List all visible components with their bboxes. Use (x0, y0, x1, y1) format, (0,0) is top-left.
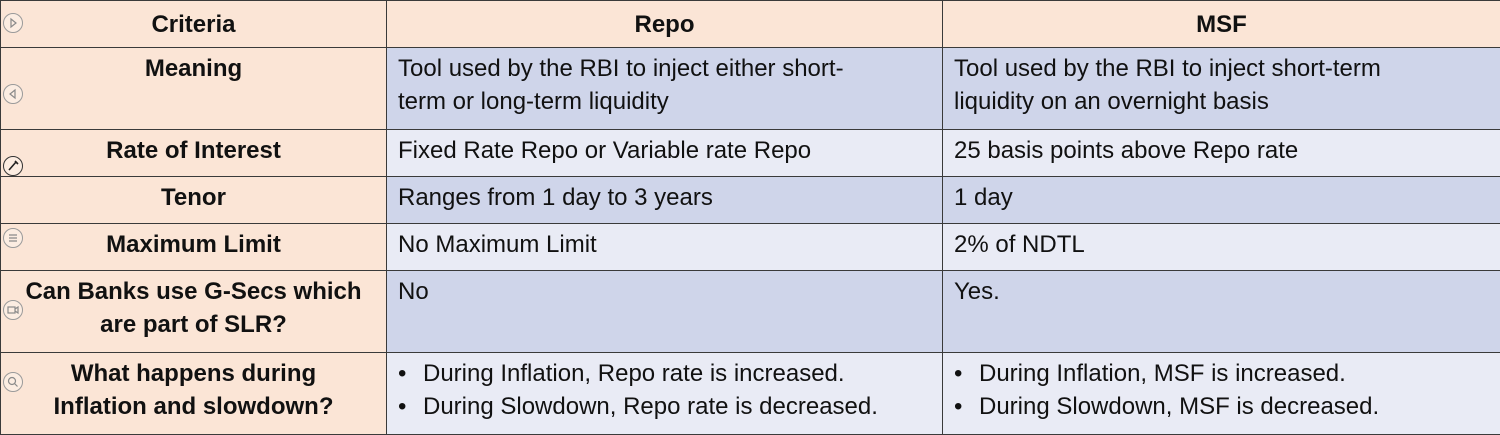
repo-text: Ranges from 1 day to 3 years (398, 181, 932, 214)
msf-cell: 1 day (943, 177, 1500, 224)
repo-text: Fixed Rate Repo or Variable rate Repo (398, 134, 932, 167)
repo-cell: Fixed Rate Repo or Variable rate Repo (387, 130, 943, 177)
msf-bullet-list: • During Inflation, MSF is increased. • … (954, 357, 1490, 423)
repo-cell: • During Inflation, Repo rate is increas… (387, 353, 943, 435)
bullet-icon: • (954, 390, 962, 423)
table-row: Rate of Interest Fixed Rate Repo or Vari… (1, 130, 1500, 177)
bullet-text: During Inflation, Repo rate is increased… (423, 360, 845, 387)
repo-cell: No (387, 271, 943, 353)
table-row: Tenor Ranges from 1 day to 3 years 1 day (1, 177, 1500, 224)
msf-text: Yes. (954, 275, 1490, 308)
msf-cell: Tool used by the RBI to inject short-ter… (943, 48, 1500, 130)
criteria-text: What happens during (11, 357, 376, 390)
msf-text: 2% of NDTL (954, 228, 1490, 261)
menu-icon[interactable] (3, 228, 23, 248)
bullet-text: During Slowdown, MSF is decreased. (979, 393, 1379, 420)
header-msf: MSF (943, 1, 1500, 48)
play-previous-icon[interactable] (3, 84, 23, 104)
criteria-text: Maximum Limit (11, 228, 376, 261)
bullet-text: During Slowdown, Repo rate is decreased. (423, 393, 878, 420)
criteria-text: Inflation and slowdown? (11, 390, 376, 423)
criteria-cell: Can Banks use G-Secs which are part of S… (1, 271, 387, 353)
criteria-cell: Rate of Interest (1, 130, 387, 177)
criteria-cell: Tenor (1, 177, 387, 224)
list-item: • During Inflation, MSF is increased. (954, 357, 1490, 390)
msf-cell: 25 basis points above Repo rate (943, 130, 1500, 177)
presentation-toolbar (0, 0, 30, 431)
list-item: • During Slowdown, Repo rate is decrease… (398, 390, 932, 423)
repo-text: No (398, 275, 932, 308)
repo-text: No Maximum Limit (398, 228, 932, 261)
criteria-text: Meaning (11, 52, 376, 85)
msf-cell: • During Inflation, MSF is increased. • … (943, 353, 1500, 435)
criteria-cell: What happens during Inflation and slowdo… (1, 353, 387, 435)
zoom-icon[interactable] (3, 372, 23, 392)
header-criteria: Criteria (1, 1, 387, 48)
msf-text: 1 day (954, 181, 1490, 214)
repo-text: term or long-term liquidity (398, 85, 932, 118)
repo-text: Tool used by the RBI to inject either sh… (398, 52, 932, 85)
video-icon[interactable] (3, 300, 23, 320)
msf-text: Tool used by the RBI to inject short-ter… (954, 52, 1490, 85)
criteria-text: Rate of Interest (11, 134, 376, 167)
criteria-cell: Maximum Limit (1, 224, 387, 271)
bullet-icon: • (398, 390, 406, 423)
criteria-text: Tenor (11, 181, 376, 214)
bullet-text: During Inflation, MSF is increased. (979, 360, 1346, 387)
criteria-text: are part of SLR? (11, 308, 376, 341)
repo-cell: Tool used by the RBI to inject either sh… (387, 48, 943, 130)
msf-text: liquidity on an overnight basis (954, 85, 1490, 118)
table-row: Can Banks use G-Secs which are part of S… (1, 271, 1500, 353)
criteria-text: Can Banks use G-Secs which (11, 275, 376, 308)
table-row: Meaning Tool used by the RBI to inject e… (1, 48, 1500, 130)
list-item: • During Slowdown, MSF is decreased. (954, 390, 1490, 423)
repo-cell: Ranges from 1 day to 3 years (387, 177, 943, 224)
msf-cell: 2% of NDTL (943, 224, 1500, 271)
table-row: Maximum Limit No Maximum Limit 2% of NDT… (1, 224, 1500, 271)
repo-cell: No Maximum Limit (387, 224, 943, 271)
criteria-cell: Meaning (1, 48, 387, 130)
msf-cell: Yes. (943, 271, 1500, 353)
pen-icon[interactable] (3, 156, 23, 176)
list-item: • During Inflation, Repo rate is increas… (398, 357, 932, 390)
header-repo: Repo (387, 1, 943, 48)
bullet-icon: • (954, 357, 962, 390)
msf-text: 25 basis points above Repo rate (954, 134, 1490, 167)
header-row: Criteria Repo MSF (1, 1, 1500, 48)
bullet-icon: • (398, 357, 406, 390)
table-row: What happens during Inflation and slowdo… (1, 353, 1500, 435)
play-next-icon[interactable] (3, 13, 23, 33)
repo-bullet-list: • During Inflation, Repo rate is increas… (398, 357, 932, 423)
